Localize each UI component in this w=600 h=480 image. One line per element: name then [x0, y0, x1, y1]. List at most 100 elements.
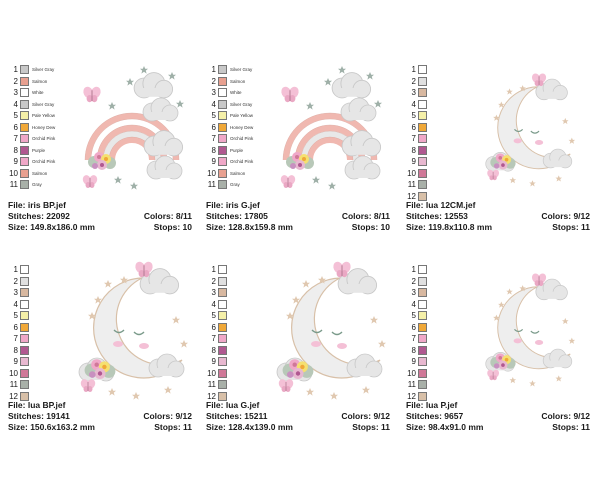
color-swatch-row: 7 Orchid Pink	[206, 133, 253, 144]
swatch-color	[20, 368, 29, 378]
swatch-number: 6	[411, 122, 416, 132]
swatch-number: 5	[411, 111, 416, 120]
color-swatch-row: 11 Gray	[8, 179, 55, 190]
swatch-number: 2	[211, 276, 216, 286]
swatch-number: 4	[411, 299, 416, 309]
design-card[interactable]: 1 Silver Gray 2 Salmon 3 White 4 Silver Gray 5 Pa…	[0, 56, 196, 238]
color-swatch-row: 2 Salmon	[8, 76, 55, 87]
swatch-color	[418, 157, 427, 166]
color-swatch-row: 7	[8, 333, 29, 344]
butterfly-icon	[279, 84, 301, 103]
swatch-color	[418, 65, 427, 74]
swatch-color	[20, 334, 29, 343]
swatch-color	[418, 380, 427, 389]
swatch-name: Pale Yellow	[32, 113, 56, 118]
color-swatch-row: 8	[8, 345, 29, 356]
star-icon	[108, 102, 116, 110]
cloud-icon	[133, 72, 174, 99]
swatch-number: 4	[411, 99, 416, 109]
moon-eye	[530, 130, 540, 134]
design-info: File: lua G.jef Stitches: 15211 Colors: …	[206, 400, 390, 433]
swatch-name: Purple	[32, 147, 46, 153]
swatch-color	[218, 345, 227, 355]
color-swatch-list: 1 2 3 4 5 6 7 8 9 10 11 12	[8, 264, 29, 402]
color-count: Colors: 9/12	[541, 211, 590, 221]
color-swatch-row: 10	[406, 368, 427, 379]
star-icon	[330, 392, 338, 400]
color-count: Colors: 9/12	[143, 411, 192, 421]
design-card[interactable]: 1 2 3 4 5 6 7 8 9 10 11 12 File: lua G.jef Stitches…	[198, 256, 394, 438]
color-swatch-row: 3	[406, 287, 427, 298]
swatch-number: 1	[411, 65, 416, 74]
moon-cheek	[139, 343, 149, 349]
design-card[interactable]: 1 2 3 4 5 6 7 8 9 10 11 12 File: lua BP.jef Stitche…	[0, 256, 196, 438]
butterfly-icon	[80, 173, 100, 189]
design-card[interactable]: 1 2 3 4 5 6 7 8 9 10 11 12 File: lua P.jef Stitches…	[398, 256, 594, 438]
swatch-number: 10	[9, 368, 18, 378]
swatch-number: 10	[207, 368, 216, 378]
swatch-color	[218, 357, 227, 366]
star-icon	[370, 316, 378, 324]
design-card[interactable]: 1 Silver Gray 2 Salmon 3 White 4 Silver Gray 5 Pa…	[198, 56, 394, 238]
star-icon	[180, 340, 188, 348]
swatch-number: 10	[407, 368, 416, 378]
swatch-color	[20, 299, 29, 309]
moon-eye	[331, 331, 343, 336]
moon-cheek	[513, 338, 522, 344]
stop-count: Stops: 11	[552, 422, 590, 432]
color-swatch-row: 11 Gray	[206, 179, 253, 190]
file-name: File: lua 12CM.jef	[406, 200, 476, 210]
stop-count: Stops: 11	[552, 222, 590, 232]
swatch-color	[218, 88, 227, 97]
swatch-number: 5	[211, 311, 216, 320]
color-swatch-row: 7	[406, 333, 427, 344]
moon-cheek	[337, 343, 347, 349]
embroidery-preview	[78, 260, 188, 400]
design-card[interactable]: 1 2 3 4 5 6 7 8 9 10 11 12 File: lua 12CM.jef Stitc…	[398, 56, 594, 238]
design-size: Size: 128.4x139.0 mm	[206, 422, 293, 432]
swatch-color	[418, 168, 427, 178]
swatch-color	[418, 391, 427, 401]
swatch-color	[418, 322, 427, 332]
embroidery-preview	[276, 260, 386, 400]
color-swatch-row: 12	[8, 391, 29, 402]
color-swatch-row: 8	[206, 345, 227, 356]
color-swatch-row: 9	[406, 156, 427, 167]
star-icon	[562, 317, 569, 325]
stop-count: Stops: 11	[352, 422, 390, 432]
swatch-number: 3	[13, 288, 18, 297]
swatch-color	[218, 180, 227, 189]
color-swatch-row: 5 Pale Yellow	[8, 110, 55, 121]
color-swatch-row: 3 White	[206, 87, 253, 98]
swatch-name: White	[32, 90, 44, 95]
swatch-number: 10	[9, 168, 18, 178]
swatch-number: 8	[13, 345, 18, 355]
swatch-color	[418, 265, 427, 274]
star-icon	[306, 102, 314, 110]
swatch-number: 2	[13, 76, 18, 86]
swatch-color	[218, 168, 227, 178]
color-count: Colors: 8/11	[341, 211, 390, 221]
color-swatch-row: 1	[8, 264, 29, 275]
color-swatch-row: 8	[406, 345, 427, 356]
swatch-name: Salmon	[230, 78, 246, 84]
swatch-number: 5	[211, 111, 216, 120]
swatch-color	[20, 157, 29, 166]
swatch-number: 5	[13, 111, 18, 120]
swatch-name: Purple	[230, 147, 244, 153]
color-swatch-row: 6 Honey Dew	[206, 122, 253, 133]
swatch-name: Orchid Pink	[230, 159, 254, 164]
swatch-color	[218, 134, 227, 143]
swatch-color	[418, 311, 427, 320]
swatch-color	[418, 111, 427, 120]
star-icon	[509, 376, 517, 384]
swatch-color	[418, 180, 427, 189]
color-swatch-row: 10	[406, 168, 427, 179]
swatch-color	[418, 334, 427, 343]
swatch-name: Salmon	[32, 78, 48, 84]
swatch-number: 5	[411, 311, 416, 320]
swatch-number: 11	[407, 180, 416, 189]
swatch-name: Orchid Pink	[32, 136, 56, 141]
star-icon	[130, 182, 138, 190]
swatch-color	[218, 334, 227, 343]
